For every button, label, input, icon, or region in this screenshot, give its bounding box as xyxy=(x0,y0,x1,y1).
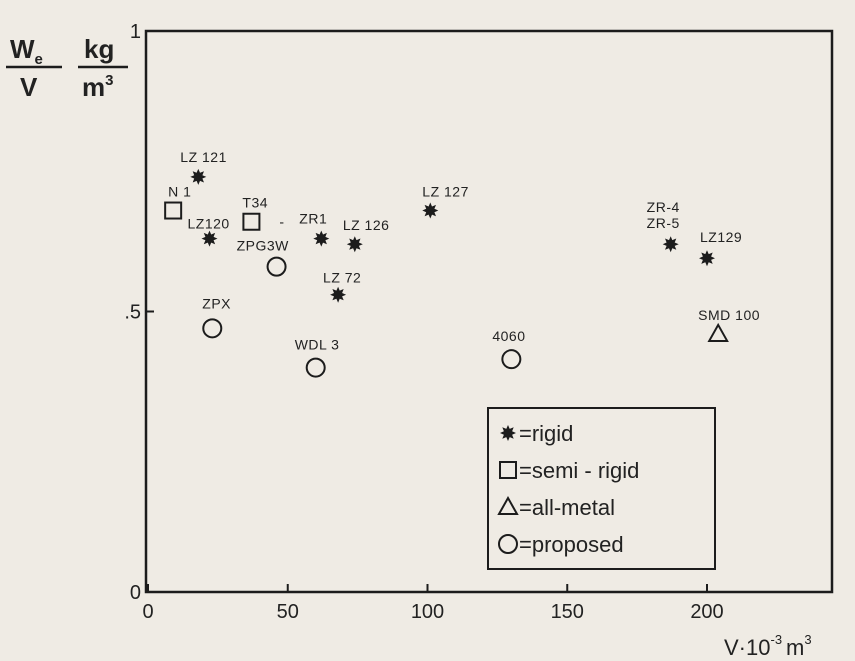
data-point-circle xyxy=(305,357,326,378)
legend-label: =all-metal xyxy=(519,495,615,520)
legend-marker-triangle xyxy=(497,495,519,515)
data-point-star xyxy=(201,230,218,247)
legend-marker-circle xyxy=(498,534,518,554)
data-point-star xyxy=(699,250,715,267)
point-label: N 1 xyxy=(168,184,191,200)
point-label: LZ 126 xyxy=(343,217,390,233)
data-point-square xyxy=(242,212,261,231)
x-tick-label: 50 xyxy=(277,601,299,623)
point-label: SMD 100 xyxy=(698,307,760,323)
point-label: 4060 xyxy=(492,328,525,344)
data-point-circle xyxy=(501,349,522,370)
point-label: ZPG3W xyxy=(237,238,290,254)
data-point-star xyxy=(190,168,207,185)
legend-label: =rigid xyxy=(519,421,573,446)
data-point-circle xyxy=(266,256,287,277)
x-tick-label: 200 xyxy=(690,601,723,623)
data-point-square xyxy=(164,201,183,220)
x-axis-label: V·10-3 m3 xyxy=(724,632,812,660)
data-point-triangle xyxy=(707,322,729,342)
y-tick-label: 0 xyxy=(130,582,141,604)
data-point-star xyxy=(330,286,347,303)
point-label: T34 xyxy=(242,195,268,211)
annotation-mark: - xyxy=(279,214,284,230)
data-point-circle xyxy=(202,318,223,339)
data-point-star xyxy=(662,236,679,253)
point-label: ZR-5 xyxy=(647,215,680,231)
point-label: LZ 72 xyxy=(323,270,361,286)
y-tick-label: 1 xyxy=(130,21,141,43)
x-tick-label: 0 xyxy=(142,601,153,623)
data-point-star xyxy=(422,202,439,219)
legend-label: =semi - rigid xyxy=(519,458,639,483)
legend-marker-star xyxy=(500,425,516,441)
data-point-star xyxy=(313,230,330,247)
x-tick-label: 150 xyxy=(551,601,584,623)
point-label: LZ129 xyxy=(700,229,742,245)
point-label: WDL 3 xyxy=(295,337,340,353)
point-label: LZ 121 xyxy=(180,149,227,165)
data-point-star xyxy=(346,236,363,253)
y-axis-label-numerator: We xyxy=(10,34,43,68)
point-label: LZ 127 xyxy=(422,184,469,200)
point-label: LZ120 xyxy=(187,216,229,232)
legend-label: =proposed xyxy=(519,532,624,557)
point-label: ZPX xyxy=(202,295,231,311)
legend-marker-square xyxy=(499,461,517,479)
y-axis-label-denominator: V xyxy=(20,72,38,102)
y-tick-label: .5 xyxy=(124,302,141,324)
point-label: ZR1 xyxy=(299,211,327,227)
y-axis-unit-denominator: m3 xyxy=(82,72,113,102)
legend-box xyxy=(487,407,716,570)
x-tick-label: 100 xyxy=(411,601,444,623)
y-axis-unit-numerator: kg xyxy=(84,34,114,64)
point-label: ZR-4 xyxy=(647,199,680,215)
